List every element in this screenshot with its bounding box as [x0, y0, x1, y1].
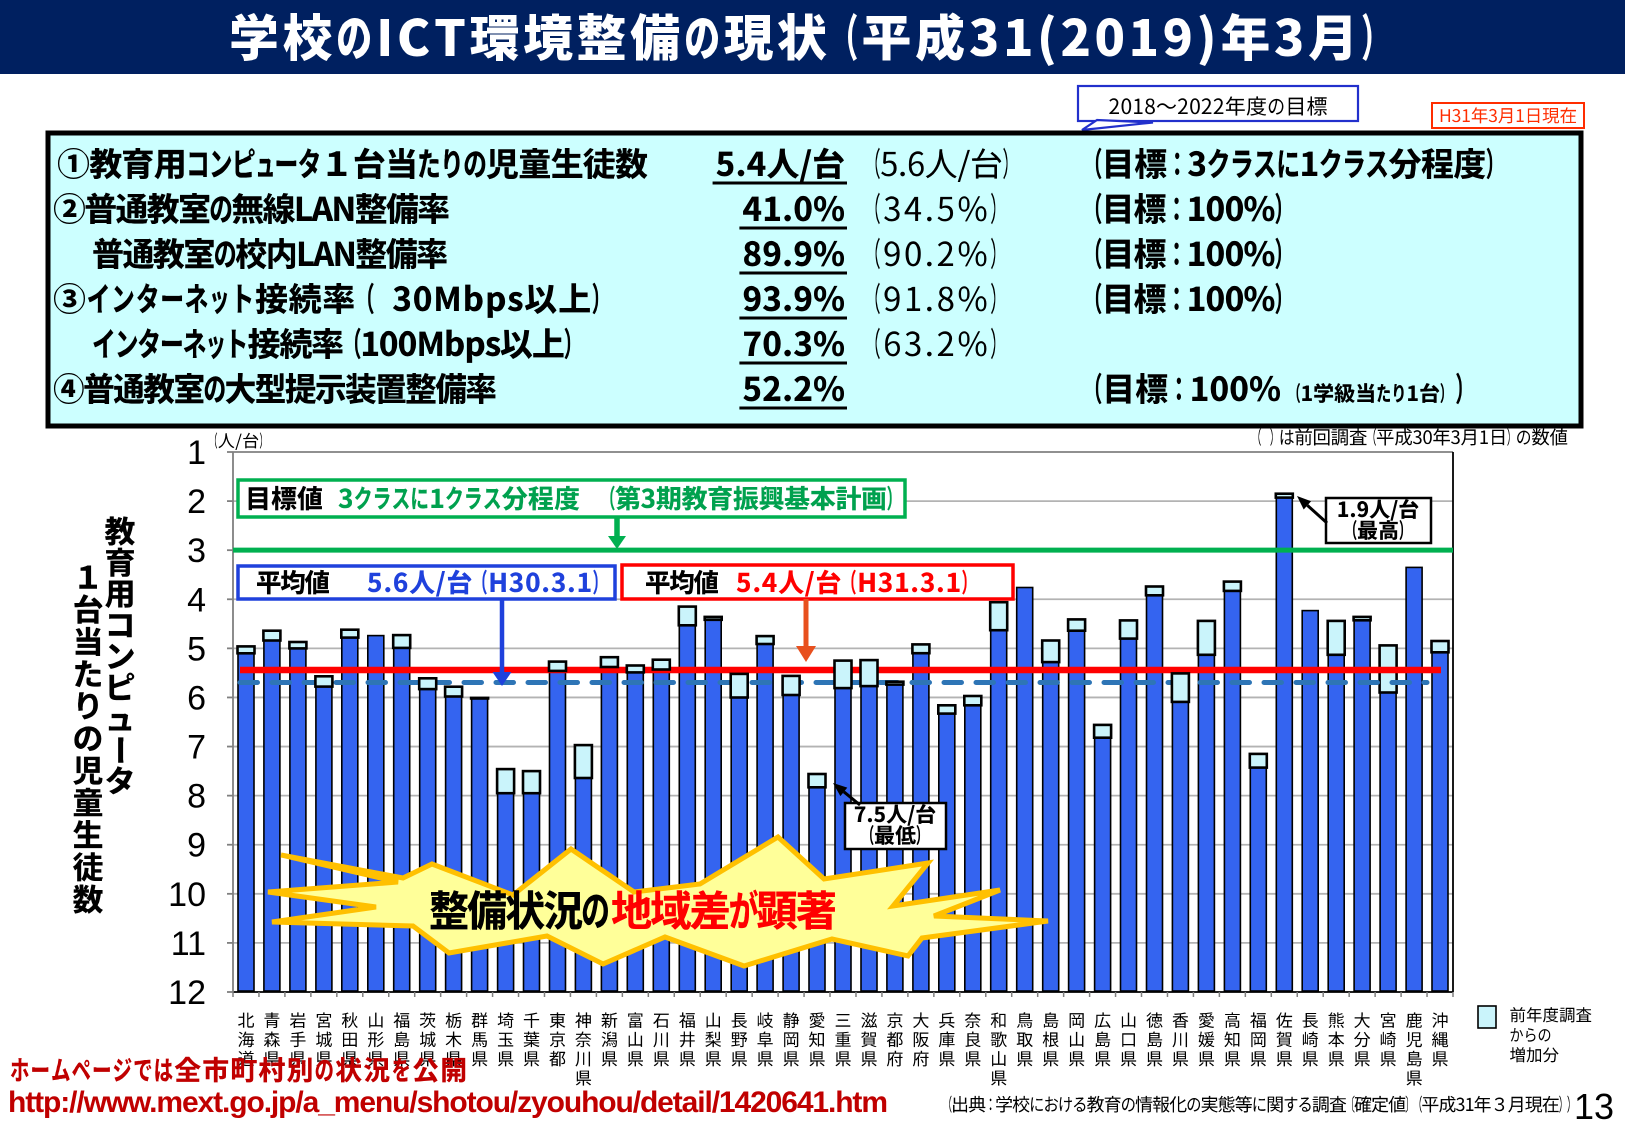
- svg-text:5: 5: [187, 630, 206, 668]
- svg-text:http://www.mext.go.jp/a_menu/s: http://www.mext.go.jp/a_menu/shotou/zyou…: [8, 1086, 888, 1119]
- svg-text:8: 8: [187, 778, 206, 816]
- svg-text:2: 2: [187, 483, 206, 521]
- svg-text:11: 11: [171, 925, 206, 963]
- svg-text:10: 10: [168, 876, 206, 914]
- svg-text:6: 6: [187, 679, 206, 717]
- svg-text:4: 4: [187, 581, 206, 619]
- svg-text:7: 7: [187, 729, 206, 767]
- svg-text:12: 12: [168, 974, 206, 1012]
- svg-text:13: 13: [1574, 1086, 1614, 1125]
- svg-text:9: 9: [187, 827, 206, 865]
- svg-text:3: 3: [187, 532, 206, 570]
- svg-text:1: 1: [187, 434, 206, 472]
